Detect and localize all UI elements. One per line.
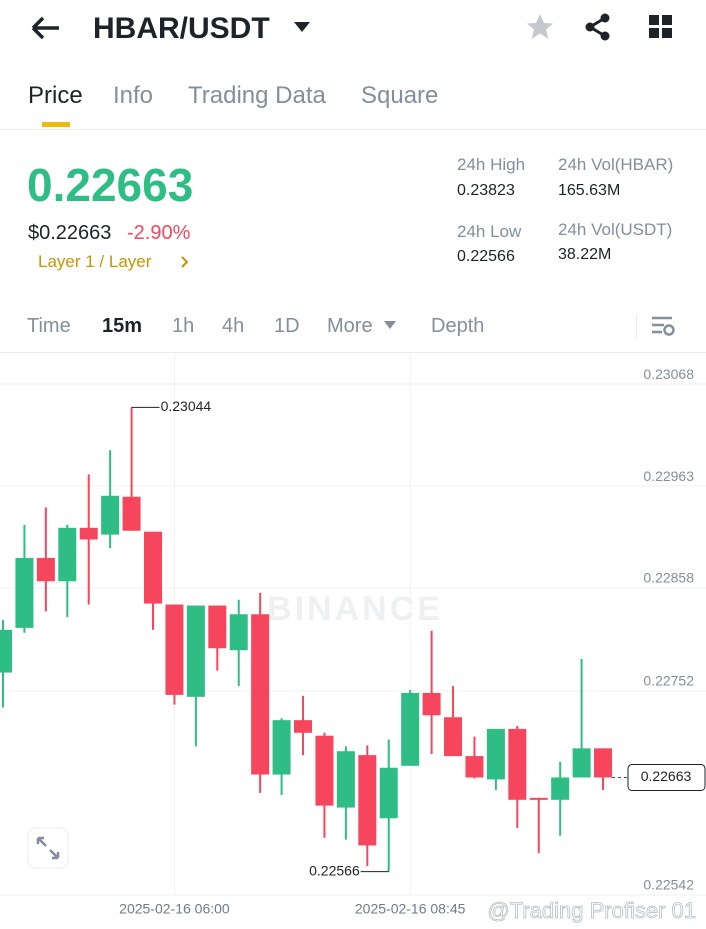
expand-button[interactable] <box>27 827 69 869</box>
timeframe[interactable]: Depth <box>431 315 485 337</box>
candle-body <box>401 692 420 766</box>
candle-body <box>508 728 527 800</box>
divider <box>0 352 706 353</box>
candle-body <box>422 692 441 716</box>
candle-body <box>208 605 227 649</box>
star-icon[interactable] <box>525 12 555 42</box>
candle-body <box>294 720 313 733</box>
price-change: -2.90% <box>127 222 191 244</box>
stat-value: 38.22M <box>558 246 612 263</box>
candle-body <box>594 748 613 778</box>
tab[interactable]: Price <box>28 82 83 109</box>
candle-body <box>58 527 77 582</box>
price-box <box>627 763 706 791</box>
candle-body <box>229 614 248 651</box>
y-tick-label: 0.23068 <box>643 366 694 382</box>
candle-body <box>101 495 120 535</box>
timeframe[interactable]: 1D <box>274 315 300 337</box>
y-tick-label: 0.22963 <box>643 468 694 484</box>
timeframe[interactable]: 15m <box>102 315 143 337</box>
usd-price: $0.22663 <box>28 222 112 244</box>
y-tick-label: 0.22752 <box>643 673 694 689</box>
tab[interactable]: Trading Data <box>188 82 326 109</box>
candle-body <box>486 728 505 780</box>
tab[interactable]: Square <box>361 82 439 109</box>
tab[interactable]: Info <box>113 82 154 109</box>
candle-body <box>358 755 377 846</box>
y-tick-label: 0.22858 <box>643 570 694 586</box>
stat-label: 24h Low <box>457 222 522 241</box>
candle-body <box>122 496 141 531</box>
y-tick-label: 0.22542 <box>643 877 694 893</box>
candle-body <box>551 777 570 800</box>
stat-label: 24h Vol(USDT) <box>558 220 673 239</box>
timeframe[interactable]: 1h <box>172 315 195 337</box>
candle-body <box>379 767 398 819</box>
price-label: 0.22663 <box>641 768 692 784</box>
credit: @Trading Profiser 01 <box>487 898 696 923</box>
high-label: 0.23044 <box>161 398 212 414</box>
last-price: 0.22663 <box>27 159 194 211</box>
caret-icon[interactable] <box>292 20 312 34</box>
low-label: 0.22566 <box>309 862 360 878</box>
pair-title[interactable]: HBAR/USDT <box>93 12 270 45</box>
stat-label: 24h Vol(HBAR) <box>558 155 674 174</box>
candle-body <box>272 720 291 775</box>
candle-body <box>336 751 355 808</box>
settings-icon[interactable] <box>650 314 676 338</box>
x-tick-label: 2025-02-16 08:45 <box>355 901 466 917</box>
stat-label: 24h High <box>457 155 526 174</box>
menu-icon[interactable] <box>648 14 674 40</box>
candle-body <box>0 629 12 673</box>
sector-tag[interactable]: Layer 1 / Layer <box>38 252 152 271</box>
timeframe[interactable]: 4h <box>222 315 245 337</box>
candle-body <box>465 756 484 778</box>
caret-icon <box>384 321 396 329</box>
candle-body <box>315 735 334 806</box>
candle-body <box>251 614 270 775</box>
watermark: BINANCE <box>267 590 443 628</box>
x-tick-label: 2025-02-16 06:00 <box>119 901 230 917</box>
stat-value: 165.63M <box>558 182 621 199</box>
share-icon[interactable] <box>583 12 613 42</box>
candle-body <box>186 605 205 697</box>
candle-body <box>15 557 34 628</box>
stat-value: 0.22566 <box>457 248 515 265</box>
tab-indicator <box>42 122 70 127</box>
chart: BINANCE @Trading Profiser 01 0.23068 0.22… <box>0 352 706 923</box>
divider <box>636 314 637 338</box>
timeframe[interactable]: Time <box>27 315 71 337</box>
candle-body <box>36 557 55 582</box>
back-icon[interactable] <box>30 14 62 42</box>
candle-body <box>165 604 184 695</box>
stat-value: 0.23823 <box>457 182 515 199</box>
candle-body <box>444 717 463 757</box>
divider <box>0 129 706 130</box>
chevron-icon <box>181 256 189 268</box>
candle-body <box>572 748 591 778</box>
candle-body <box>79 527 98 540</box>
candle-body <box>144 531 163 604</box>
candle-body <box>529 797 548 800</box>
timeframe[interactable]: More <box>327 315 373 337</box>
